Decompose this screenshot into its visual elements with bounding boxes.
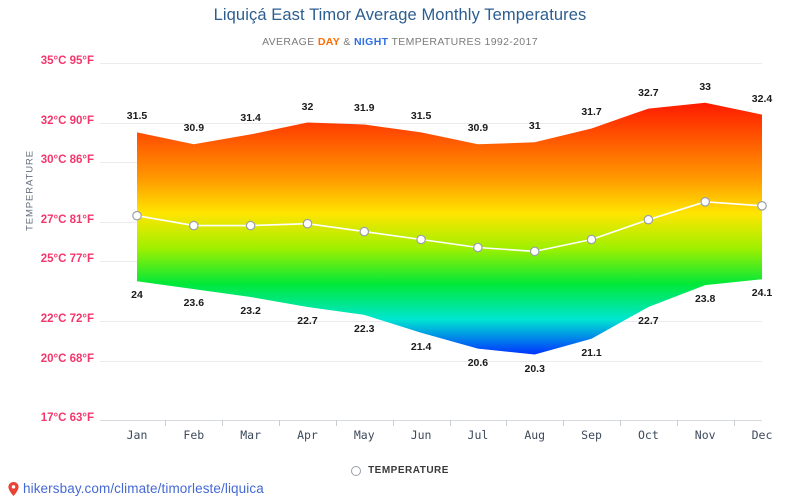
x-tick-label-may: May xyxy=(353,428,375,442)
day-temperature-label: 31 xyxy=(528,120,541,133)
night-temperature-label: 23.6 xyxy=(183,297,205,310)
night-temperature-label: 23.2 xyxy=(240,305,261,318)
mean-temperature-marker[interactable] xyxy=(529,246,540,257)
day-temperature-label: 31.4 xyxy=(240,112,261,125)
gridline xyxy=(100,63,762,64)
mean-temperature-marker[interactable] xyxy=(473,242,483,253)
gridline xyxy=(100,122,762,124)
chart-legend[interactable]: TEMPERATURE xyxy=(0,465,800,476)
mean-temperature-marker[interactable] xyxy=(700,197,710,207)
x-tick-mark xyxy=(335,420,337,426)
subtitle-suffix: TEMPERATURES 1992-2017 xyxy=(388,36,538,48)
day-temperature-label: 31.9 xyxy=(354,102,375,115)
day-temperature-label: 31.5 xyxy=(410,110,432,123)
subtitle-ampersand: & xyxy=(340,36,354,48)
x-tick-mark xyxy=(506,420,508,426)
x-tick-label-jul: Jul xyxy=(467,428,489,442)
x-axis-line xyxy=(100,420,762,421)
mean-temperature-marker[interactable] xyxy=(189,220,199,231)
day-temperature-label: 30.9 xyxy=(467,122,489,135)
mean-temperature-marker[interactable] xyxy=(416,234,426,245)
night-temperature-label: 24.1 xyxy=(751,287,773,300)
night-temperature-label: 20.3 xyxy=(524,362,545,375)
x-tick-mark xyxy=(563,420,565,426)
legend-circle-icon xyxy=(351,465,362,476)
night-temperature-label: 22.7 xyxy=(638,314,659,327)
night-temperature-label: 20.6 xyxy=(467,356,489,369)
subtitle-prefix: AVERAGE xyxy=(262,36,318,48)
night-temperature-label: 22.3 xyxy=(354,322,375,335)
x-tick-label-jan: Jan xyxy=(126,428,148,442)
x-tick-label-dec: Dec xyxy=(751,428,773,442)
mean-temperature-marker[interactable] xyxy=(586,234,597,245)
mean-temperature-marker[interactable] xyxy=(757,201,767,211)
subtitle-night-accent: NIGHT xyxy=(353,36,389,48)
mean-temperature-markers xyxy=(132,197,767,257)
day-temperature-label: 31.7 xyxy=(581,106,602,119)
page-title: Liquiçá East Timor Average Monthly Tempe… xyxy=(213,6,587,24)
mean-temperature-marker[interactable] xyxy=(132,210,142,221)
y-tick-label: 32°C 90°F xyxy=(40,114,94,127)
x-tick-mark xyxy=(733,420,735,426)
night-temperature-label: 22.7 xyxy=(297,314,318,327)
y-tick-label: 25°C 77°F xyxy=(40,253,94,266)
x-tick-mark xyxy=(449,420,451,426)
source-footer[interactable]: hikersbay.com/climate/timorleste/liquica xyxy=(8,481,264,496)
x-tick-label-apr: Apr xyxy=(297,428,318,442)
x-tick-label-oct: Oct xyxy=(637,428,659,442)
day-temperature-label: 32.7 xyxy=(638,86,659,99)
mean-temperature-marker[interactable] xyxy=(302,218,313,229)
night-temperature-label: 23.8 xyxy=(694,293,716,306)
y-tick-label: 22°C 72°F xyxy=(40,312,94,325)
day-temperature-label: 30.9 xyxy=(183,122,205,135)
legend-label-temperature: TEMPERATURE xyxy=(368,465,449,476)
day-temperature-label: 31.5 xyxy=(126,110,148,123)
gridline xyxy=(100,360,762,362)
subtitle-day-accent: DAY xyxy=(317,36,341,48)
source-url-link[interactable]: hikersbay.com/climate/timorleste/liquica xyxy=(23,481,264,496)
night-temperature-label: 24 xyxy=(131,289,143,302)
day-temperature-label: 32 xyxy=(301,100,314,113)
x-tick-mark xyxy=(676,420,678,426)
x-tick-mark xyxy=(392,420,394,426)
mean-temperature-marker[interactable] xyxy=(245,220,256,231)
x-tick-label-jun: Jun xyxy=(410,428,432,442)
mean-temperature-line xyxy=(136,201,763,253)
x-tick-mark xyxy=(619,420,621,426)
x-tick-label-aug: Aug xyxy=(524,428,546,442)
x-tick-label-nov: Nov xyxy=(694,428,716,442)
x-tick-label-sep: Sep xyxy=(581,428,602,442)
day-temperature-label: 33 xyxy=(699,80,712,93)
night-temperature-label: 21.1 xyxy=(581,346,602,359)
temperature-band xyxy=(137,102,762,355)
map-pin-icon xyxy=(8,481,19,496)
y-tick-label: 30°C 86°F xyxy=(40,154,94,167)
night-temperature-label: 21.4 xyxy=(410,340,432,353)
chart-subtitle: AVERAGE DAY & NIGHT TEMPERATURES 1992-20… xyxy=(0,36,800,48)
y-tick-label: 27°C 81°F xyxy=(40,213,94,226)
x-tick-mark xyxy=(165,420,167,426)
y-tick-label: 20°C 68°F xyxy=(40,352,94,365)
day-temperature-label: 32.4 xyxy=(751,92,773,105)
x-tick-mark xyxy=(279,420,281,426)
y-tick-label: 35°C 95°F xyxy=(40,55,94,67)
y-tick-label: 17°C 63°F xyxy=(40,412,94,424)
mean-temperature-marker[interactable] xyxy=(643,214,654,225)
x-tick-label-mar: Mar xyxy=(240,428,262,442)
x-tick-label-feb: Feb xyxy=(183,428,205,442)
mean-temperature-marker[interactable] xyxy=(359,226,370,237)
x-tick-mark xyxy=(222,420,224,426)
